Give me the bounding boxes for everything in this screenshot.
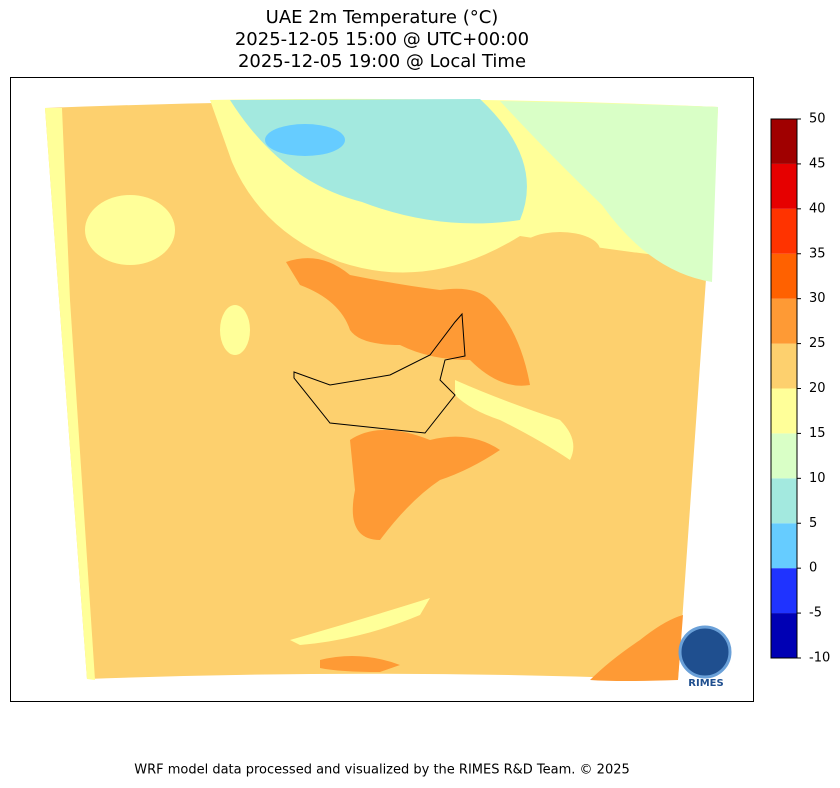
colorbar-bin <box>771 163 797 209</box>
colorbar-tick-label: 40 <box>809 201 826 216</box>
colorbar-bin <box>771 253 797 299</box>
colorbar-bin <box>771 568 797 614</box>
colorbar-tick-label: 45 <box>809 156 826 171</box>
colorbar-tick-label: 5 <box>809 516 817 531</box>
colorbar-bin <box>771 343 797 389</box>
colorbar-bin <box>771 119 797 164</box>
colorbar: -10 -5 0 5 10 15 20 25 30 35 40 45 50 <box>770 112 830 666</box>
colorbar-bin <box>771 478 797 524</box>
title-line: 2025-12-05 19:00 @ Local Time <box>238 51 526 72</box>
colorbar-tick-label: -10 <box>809 651 830 666</box>
country-border <box>293 312 466 434</box>
colorbar-bin <box>771 208 797 254</box>
colorbar-bin <box>771 613 797 658</box>
colorbar-tick-label: 30 <box>809 291 826 306</box>
logo-text: RIMES <box>688 678 723 689</box>
colorbar-bin <box>771 433 797 479</box>
colorbar-bin <box>771 298 797 344</box>
title-line: UAE 2m Temperature (°C) <box>266 7 499 28</box>
colorbar-tick-label: 15 <box>809 426 826 441</box>
colorbar-bin <box>771 523 797 569</box>
temperature-field <box>45 98 718 681</box>
colorbar-tick-label: -5 <box>809 606 822 621</box>
colorbar-tick-label: 35 <box>809 246 826 261</box>
colorbar-tick-label: 20 <box>809 381 826 396</box>
logo: RIMES <box>678 625 732 689</box>
colorbar-tick-label: 25 <box>809 336 826 351</box>
colorbar-tick-label: 50 <box>809 112 826 127</box>
colorbar-bin <box>771 388 797 434</box>
footer: WRF model data processed and visualized … <box>134 763 630 778</box>
colorbar-tick-label: 10 <box>809 471 826 486</box>
title-line: 2025-12-05 15:00 @ UTC+00:00 <box>235 29 529 50</box>
colorbar-tick-label: 0 <box>809 561 817 576</box>
